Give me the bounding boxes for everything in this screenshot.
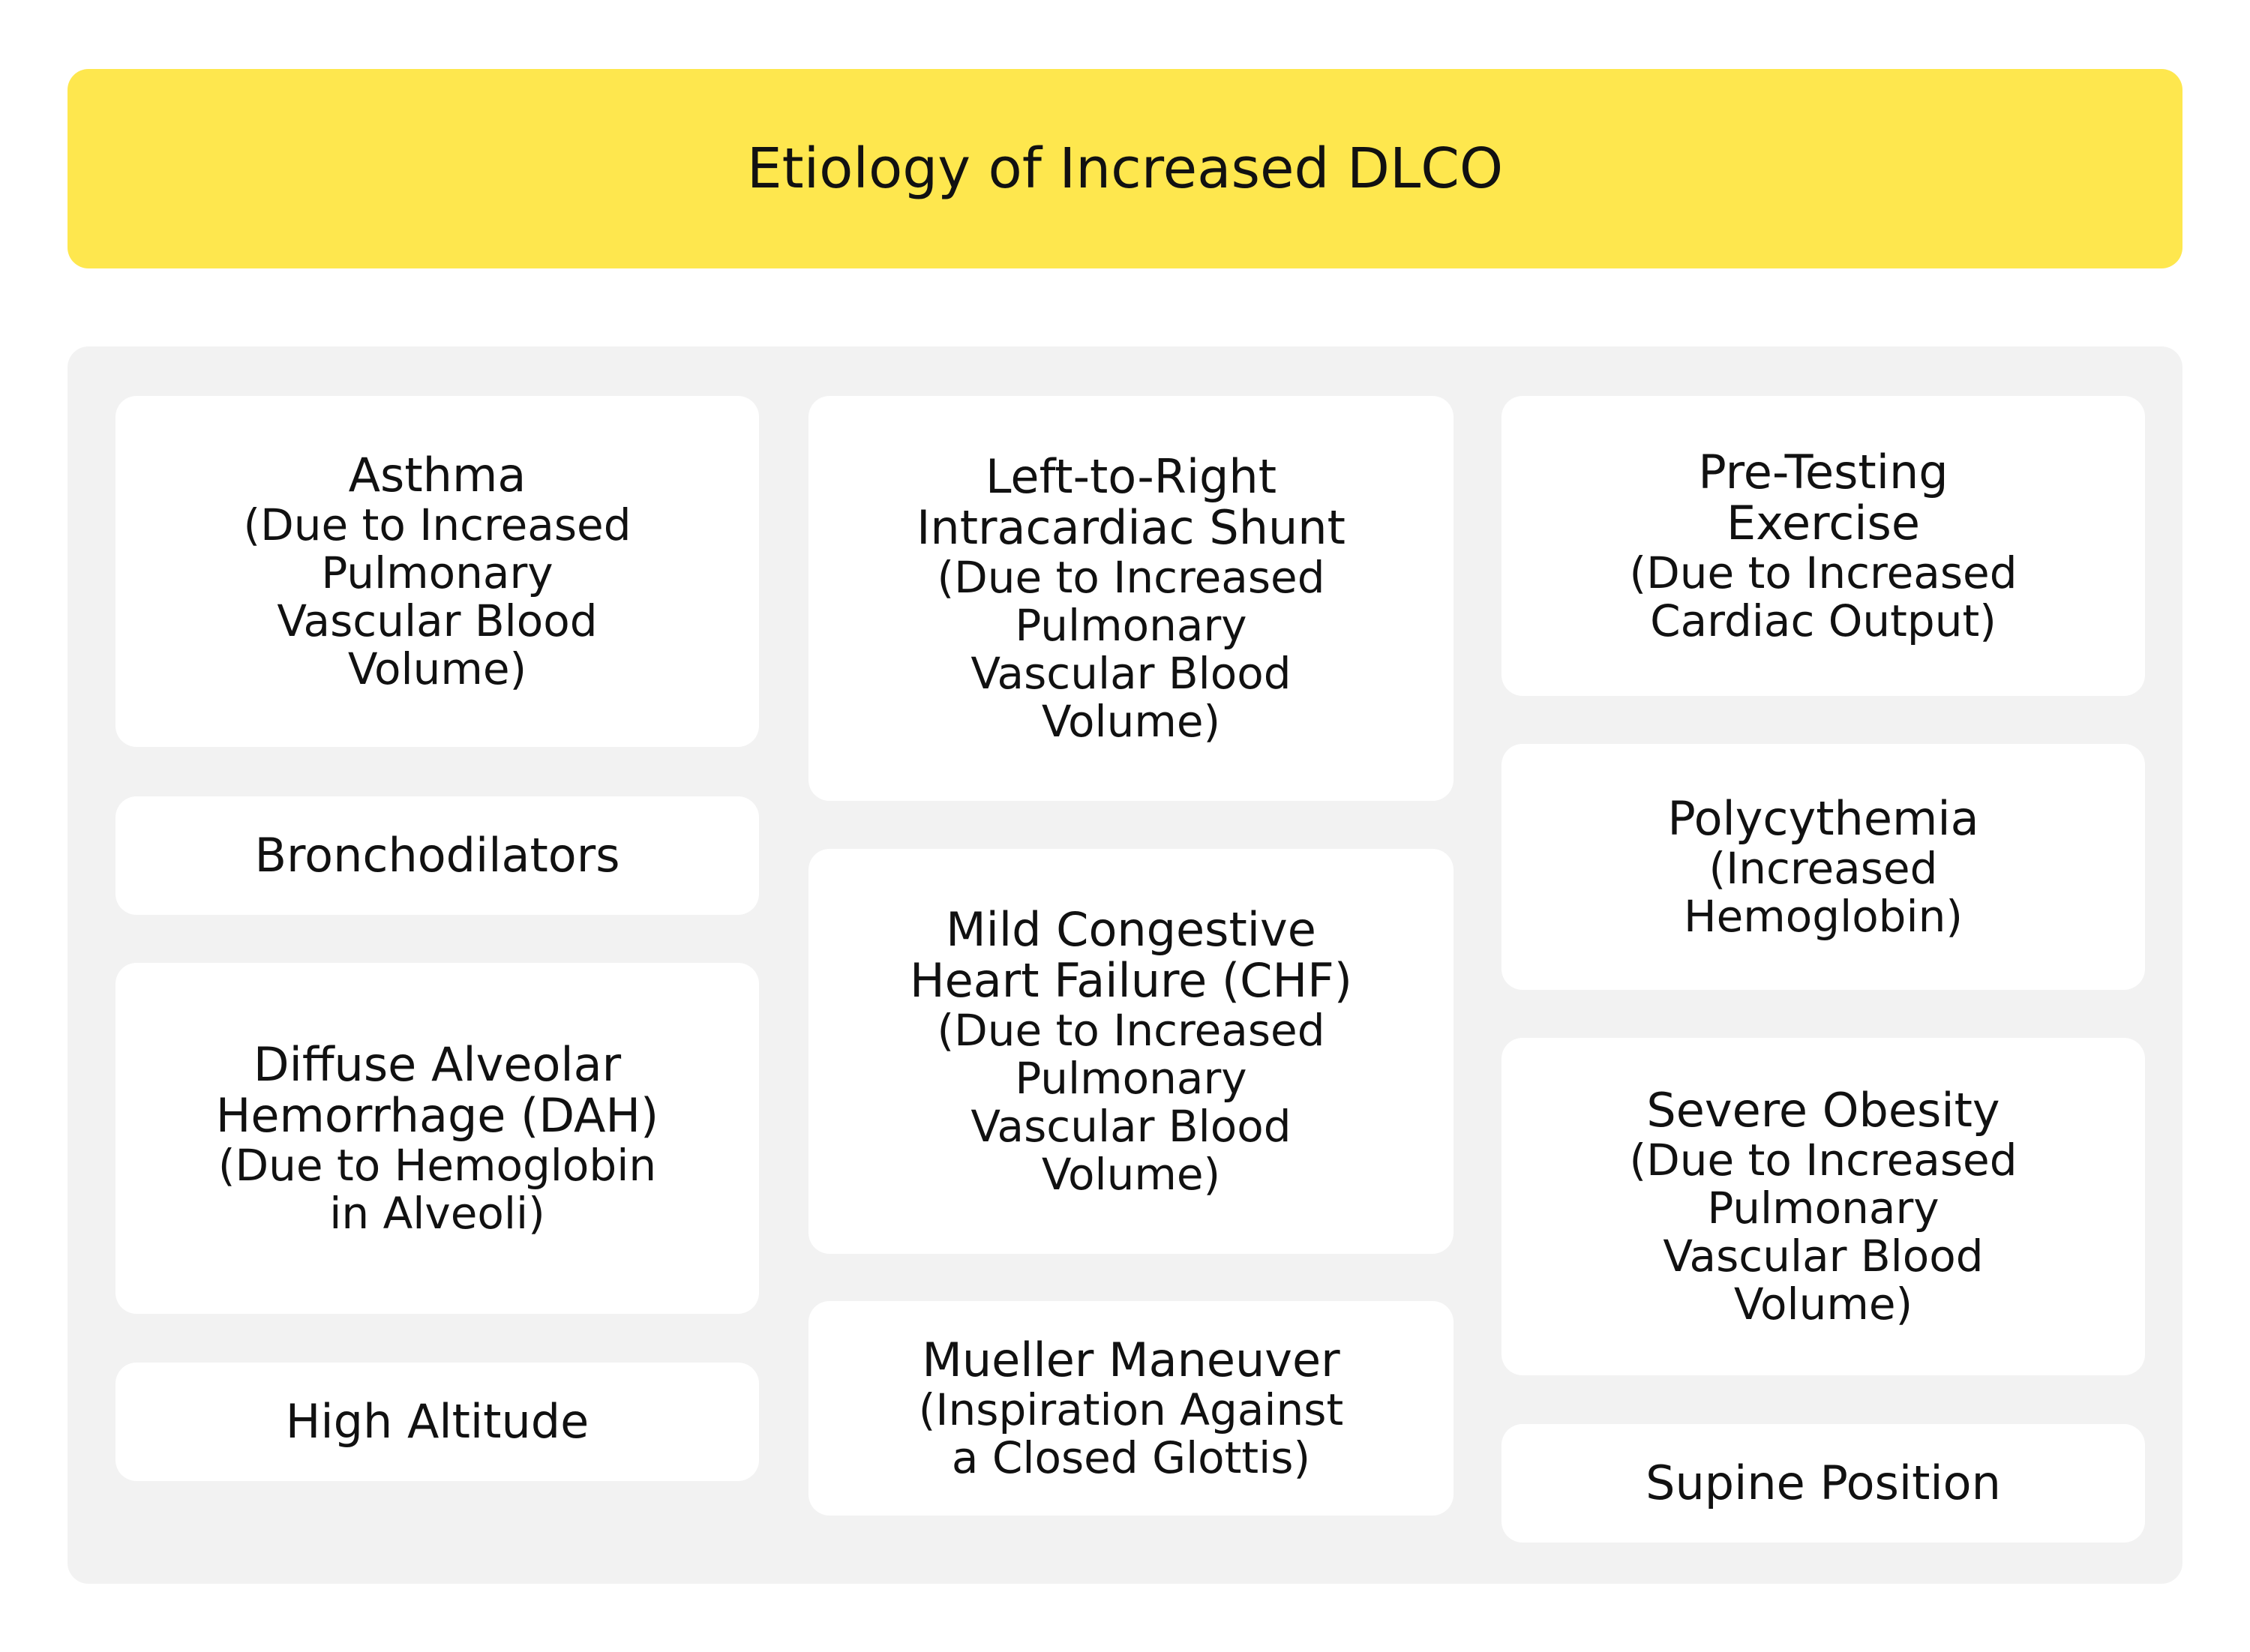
card-title: High Altitude xyxy=(285,1394,590,1449)
card-high-altitude: High Altitude xyxy=(116,1363,759,1481)
card-subtitle: (Due to Increased Pulmonary Vascular Blo… xyxy=(937,552,1325,747)
card-asthma: Asthma (Due to Increased Pulmonary Vascu… xyxy=(116,396,759,747)
card-subtitle: (Due to Increased Pulmonary Vascular Blo… xyxy=(937,1005,1325,1200)
card-title: Mueller Maneuver xyxy=(922,1333,1340,1387)
card-title: Polycythemia xyxy=(1667,791,1979,846)
card-supine-position: Supine Position xyxy=(1502,1424,2145,1543)
causes-panel: Asthma (Due to Increased Pulmonary Vascu… xyxy=(68,346,2182,1584)
card-subtitle: (Due to Increased Pulmonary Vascular Blo… xyxy=(1629,1135,2018,1330)
card-left-to-right-shunt: Left-to-Right Intracardiac Shunt (Due to… xyxy=(808,396,1454,801)
card-polycythemia: Polycythemia (Increased Hemoglobin) xyxy=(1502,744,2145,990)
card-title: Supine Position xyxy=(1646,1456,2001,1510)
card-title: Pre-Testing Exercise xyxy=(1698,445,1948,550)
card-subtitle: (Due to Increased Cardiac Output) xyxy=(1629,547,2018,646)
card-severe-obesity: Severe Obesity (Due to Increased Pulmona… xyxy=(1502,1038,2145,1375)
diagram-title: Etiology of Increased DLCO xyxy=(746,136,1504,201)
card-diffuse-alveolar-hemorrhage: Diffuse Alveolar Hemorrhage (DAH) (Due t… xyxy=(116,963,759,1314)
card-subtitle: (Due to Increased Pulmonary Vascular Blo… xyxy=(243,499,632,694)
card-title: Bronchodilators xyxy=(254,828,620,883)
card-subtitle: (Due to Hemoglobin in Alveoli) xyxy=(218,1140,657,1239)
card-title: Mild Congestive Heart Failure (CHF) xyxy=(910,902,1352,1008)
diagram-title-bar: Etiology of Increased DLCO xyxy=(68,69,2182,268)
card-pre-testing-exercise: Pre-Testing Exercise (Due to Increased C… xyxy=(1502,396,2145,696)
card-subtitle: (Inspiration Against a Closed Glottis) xyxy=(918,1384,1344,1483)
card-subtitle: (Increased Hemoglobin) xyxy=(1683,843,1963,942)
card-mild-chf: Mild Congestive Heart Failure (CHF) (Due… xyxy=(808,849,1454,1254)
card-title: Asthma xyxy=(348,448,526,502)
card-title: Diffuse Alveolar Hemorrhage (DAH) xyxy=(215,1037,659,1143)
card-mueller-maneuver: Mueller Maneuver (Inspiration Against a … xyxy=(808,1301,1454,1516)
card-bronchodilators: Bronchodilators xyxy=(116,796,759,915)
card-title: Severe Obesity xyxy=(1646,1083,2000,1138)
card-title: Left-to-Right Intracardiac Shunt xyxy=(916,449,1346,555)
